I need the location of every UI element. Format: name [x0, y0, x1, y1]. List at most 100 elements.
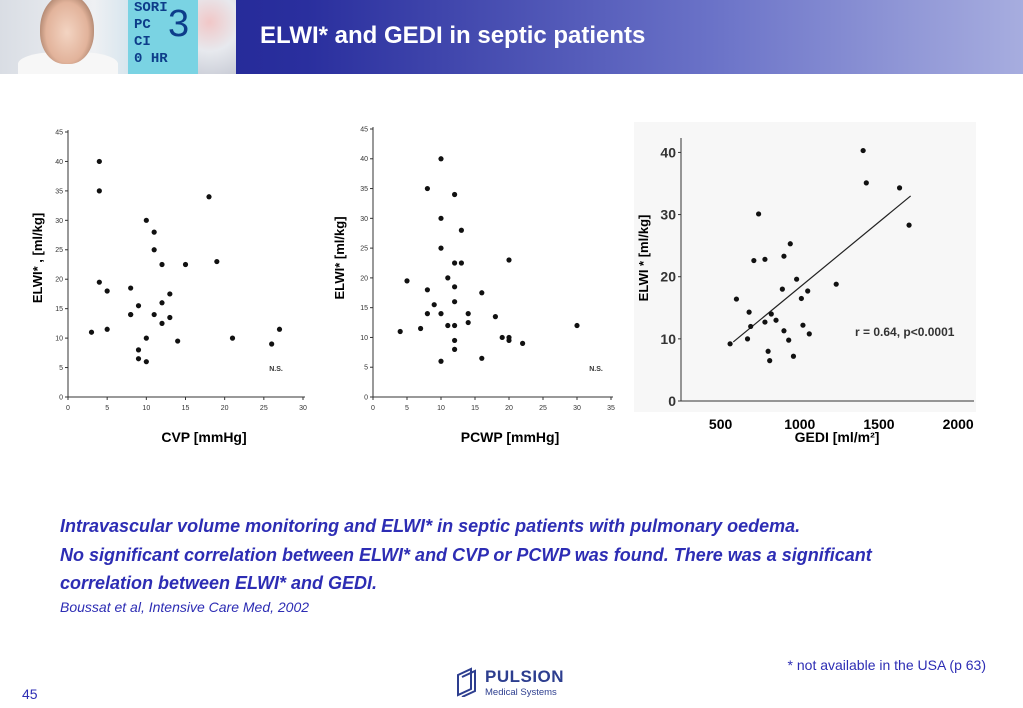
y-tick-label: 15 — [360, 305, 368, 312]
y-tick-label: 20 — [55, 277, 63, 284]
data-point — [833, 281, 839, 287]
data-point — [479, 355, 485, 361]
x-tick-label: 25 — [260, 405, 268, 412]
data-point — [452, 191, 458, 198]
data-point — [175, 338, 181, 344]
y-tick-label: 30 — [660, 206, 676, 222]
header-photo: SORI PC CI 0 HR 3 — [0, 0, 236, 74]
pulsion-logo: PULSION Medical Systems — [455, 667, 585, 699]
tubes-image — [198, 0, 236, 74]
x-tick-label: 2000 — [943, 416, 974, 432]
data-point — [438, 311, 444, 317]
data-point — [452, 346, 458, 352]
y-tick-label: 0 — [668, 393, 676, 409]
y-tick-label: 20 — [660, 269, 676, 285]
data-point — [128, 311, 134, 318]
monitor-line: PC — [134, 17, 151, 33]
citation: Boussat et al, Intensive Care Med, 2002 — [60, 599, 310, 615]
data-point — [167, 314, 173, 321]
data-point — [397, 328, 403, 335]
pulsion-logo-icon — [457, 667, 476, 698]
y-tick-label: 0 — [59, 394, 63, 401]
data-point — [96, 158, 102, 165]
data-point — [159, 320, 165, 326]
data-point — [143, 217, 149, 223]
data-point — [800, 322, 806, 328]
data-point — [438, 215, 444, 221]
data-point — [574, 322, 580, 329]
data-point — [744, 336, 751, 342]
data-point — [787, 241, 793, 247]
trend-line — [732, 195, 912, 343]
data-point — [159, 261, 165, 268]
y-tick-label: 0 — [364, 394, 368, 401]
y-tick-label: 5 — [364, 365, 368, 372]
x-tick-label: 1500 — [863, 416, 894, 432]
data-point — [445, 322, 451, 329]
logo-subtitle: Medical Systems — [485, 687, 557, 698]
data-point — [135, 303, 142, 309]
data-point — [452, 284, 458, 290]
data-point — [206, 194, 212, 200]
y-tick-label: 10 — [660, 331, 676, 347]
data-point — [104, 326, 110, 332]
data-point — [520, 340, 526, 346]
data-point — [182, 261, 189, 268]
data-point — [438, 358, 444, 364]
data-point — [756, 211, 762, 217]
data-point — [506, 257, 512, 263]
data-point — [465, 311, 471, 317]
data-point — [458, 227, 464, 233]
y-tick-label: 45 — [55, 129, 63, 136]
data-point — [135, 347, 142, 353]
caption: Intravascular volume monitoring and ELWI… — [60, 512, 960, 598]
y-tick-label: 45 — [360, 126, 368, 133]
x-tick-label: 20 — [221, 405, 229, 412]
data-point — [479, 290, 485, 296]
monitor-image: SORI PC CI 0 HR 3 — [128, 0, 198, 74]
y-tick-label: 20 — [360, 275, 368, 282]
data-point — [276, 326, 283, 332]
data-point — [781, 328, 787, 334]
data-point — [794, 276, 800, 282]
monitor-big-number: 3 — [168, 3, 190, 45]
y-tick-label: 35 — [360, 186, 368, 193]
data-point — [229, 335, 236, 341]
y-tick-label: 10 — [55, 336, 63, 343]
data-point — [159, 300, 165, 306]
data-point — [727, 341, 733, 347]
data-point — [863, 180, 869, 186]
data-point — [96, 188, 102, 194]
data-point — [746, 309, 752, 315]
caption-line: No significant correlation between ELWI*… — [60, 544, 872, 565]
data-point — [798, 295, 804, 302]
data-point — [418, 325, 424, 332]
cvp-scatter-chart: 0 5 10 15 20 25 30 35 40 45 0 5 10 15 20 25 30 N.S. CVP [m… — [28, 118, 318, 458]
data-point — [269, 341, 275, 347]
chart-svg: 0 5 10 15 20 25 30 35 40 45 0 5 10 15 20 25 30 N.S. CVP [m… — [30, 129, 307, 445]
logo-name: PULSION — [485, 667, 565, 686]
x-tick-label: 5 — [105, 405, 109, 412]
x-tick-label: 15 — [182, 405, 190, 412]
data-point — [167, 291, 173, 297]
x-tick-label: 35 — [607, 405, 615, 412]
data-point — [790, 353, 797, 359]
chart-annotation: r = 0.64, p<0.0001 — [855, 325, 955, 339]
chart-svg: 0 10 20 30 40 500 1000 1500 2000 r = 0.64, p<0.00… — [634, 122, 976, 445]
y-axis-label: ELWI* , [ml/kg] — [30, 213, 45, 303]
x-tick-label: 30 — [299, 405, 307, 412]
data-point — [779, 286, 785, 292]
data-point — [499, 334, 505, 341]
x-tick-label: 25 — [539, 405, 547, 412]
monitor-line: CI — [134, 34, 151, 50]
page-number: 45 — [22, 686, 38, 702]
data-point — [452, 322, 458, 329]
monitor-line: 0 HR — [134, 51, 198, 68]
data-point — [404, 278, 410, 284]
data-point — [906, 222, 912, 228]
data-point — [452, 337, 458, 344]
data-point — [751, 257, 757, 264]
data-point — [773, 317, 779, 323]
x-axis-label: CVP [mmHg] — [161, 429, 246, 445]
caption-line: correlation between ELWI* and GEDI. — [60, 573, 378, 593]
